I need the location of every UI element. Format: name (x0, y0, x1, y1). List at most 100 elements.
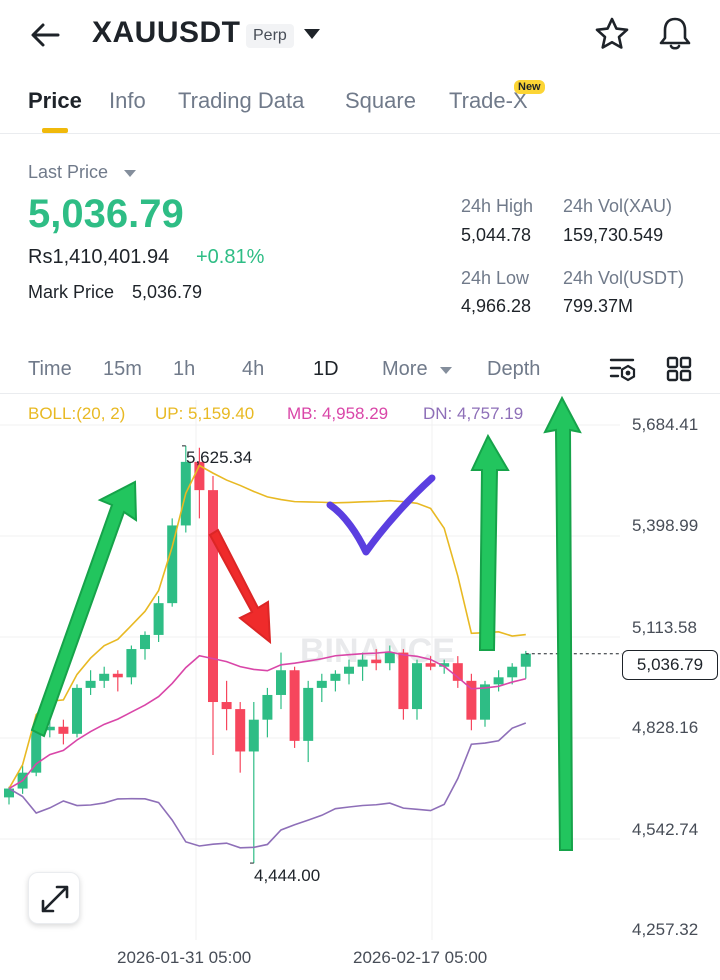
candle (140, 634, 150, 650)
candlestick-chart[interactable]: BINANCE (0, 396, 720, 980)
candle (303, 687, 314, 741)
new-badge: New (514, 80, 545, 94)
grid-layout-icon[interactable] (664, 354, 694, 384)
candle (507, 666, 518, 678)
interval-1h[interactable]: 1h (173, 358, 196, 380)
star-icon[interactable] (594, 16, 630, 52)
low-24h-label: 24h Low (461, 268, 530, 288)
interval-1d[interactable]: 1D (313, 358, 339, 380)
bell-icon[interactable] (656, 14, 694, 52)
candle (194, 461, 205, 491)
last-price-dropdown-icon[interactable] (124, 170, 136, 177)
candle (85, 680, 96, 688)
candle (344, 666, 354, 674)
more-dropdown-icon[interactable] (440, 367, 452, 374)
change-percent: +0.81% (196, 246, 265, 268)
interval-15m[interactable]: 15m (103, 358, 142, 380)
candle (466, 680, 477, 720)
fullscreen-button[interactable] (28, 872, 80, 924)
candle (384, 652, 395, 664)
candle (439, 663, 450, 667)
annotation-red-arrow-down (208, 528, 272, 645)
candle (452, 663, 463, 681)
boll-up-value: UP: 5,159.40 (155, 404, 255, 423)
y-tick-label: 4,542.74 (632, 820, 699, 839)
main-tabs: Price Info Trading Data Square Trade-X N… (0, 78, 720, 134)
x-tick-label: 2026-02-17 05:00 (353, 948, 488, 967)
x-tick-label: 2026-01-31 05:00 (117, 948, 252, 967)
annotation-green-arrow-up-left (30, 480, 138, 738)
candle (276, 670, 286, 695)
candle (235, 709, 246, 752)
back-arrow-icon[interactable] (28, 20, 64, 50)
tab-info[interactable]: Info (109, 88, 146, 113)
indicator-settings-icon[interactable] (608, 354, 638, 384)
symbol-dropdown-icon[interactable] (304, 29, 320, 39)
y-tick-label: 5,398.99 (632, 516, 699, 535)
active-tab-indicator (42, 128, 68, 133)
candle (99, 673, 110, 681)
vol-usdt-label: 24h Vol(USDT) (563, 268, 685, 288)
vol-xau-value: 159,730.549 (563, 225, 664, 245)
candle (58, 726, 69, 734)
candle (262, 694, 273, 720)
candle (316, 680, 327, 688)
low-24h-value: 4,966.28 (461, 296, 532, 316)
y-tick-label: 5,113.58 (632, 618, 697, 637)
candle (31, 730, 42, 773)
mark-price-label: Mark Price (28, 282, 115, 302)
current-price-tag: 5,036.79 (622, 650, 718, 680)
tab-square[interactable]: Square (345, 88, 416, 113)
candle (398, 652, 409, 710)
candle (44, 726, 55, 731)
interval-time[interactable]: Time (28, 358, 72, 380)
candle (153, 603, 164, 635)
boll-dn-value: DN: 4,757.19 (423, 404, 524, 423)
expand-icon (41, 885, 69, 913)
symbol-title[interactable]: XAUUSDT (92, 16, 241, 49)
y-tick-label: 4,257.32 (632, 920, 699, 939)
interval-depth[interactable]: Depth (487, 358, 541, 380)
y-tick-label: 5,684.41 (632, 415, 699, 434)
y-tick-label: 4,828.16 (632, 718, 699, 737)
tab-trade-x[interactable]: Trade-X (449, 88, 528, 113)
last-price-label[interactable]: Last Price (28, 162, 109, 182)
interval-4h[interactable]: 4h (242, 358, 265, 380)
annotation-green-arrow-up-mid (470, 433, 510, 651)
candle (248, 719, 259, 752)
high-24h-label: 24h High (461, 196, 534, 216)
candle (425, 663, 436, 667)
perp-badge: Perp (246, 24, 294, 48)
candle (208, 490, 218, 703)
candle (4, 788, 14, 798)
vol-usdt-value: 799.37M (563, 296, 634, 316)
candle (371, 659, 382, 664)
boll-params: BOLL:(20, 2) (28, 404, 126, 423)
boll-upper-band (8, 464, 526, 789)
candle (493, 677, 504, 685)
chart-high-label: 5,625.34 (186, 448, 253, 467)
candle (112, 673, 123, 678)
top-bar: XAUUSDT Perp (0, 0, 720, 70)
tab-price[interactable]: Price (28, 88, 82, 113)
annotation-purple-checkmark (326, 474, 436, 556)
candle (221, 702, 232, 710)
chart-low-label: 4,444.00 (254, 866, 321, 885)
candle (289, 670, 300, 741)
candle (167, 525, 178, 604)
tab-trading-data[interactable]: Trading Data (178, 88, 305, 113)
interval-more[interactable]: More (382, 358, 428, 380)
last-price-value: 5,036.79 (28, 192, 184, 236)
candle (480, 684, 490, 720)
mark-price-value: 5,036.79 (132, 282, 203, 302)
high-24h-value: 5,044.78 (461, 225, 532, 245)
vol-xau-label: 24h Vol(XAU) (563, 196, 673, 216)
candle (330, 673, 341, 681)
annotation-green-arrow-up-right (543, 396, 582, 851)
interval-tabs: Time 15m 1h 4h 1D More Depth (0, 348, 720, 394)
boll-lower-band (8, 722, 527, 849)
candle (357, 659, 368, 667)
candle (72, 687, 82, 734)
fiat-price: Rs1,410,401.94 (28, 246, 170, 268)
boll-mb-value: MB: 4,958.29 (287, 404, 389, 423)
